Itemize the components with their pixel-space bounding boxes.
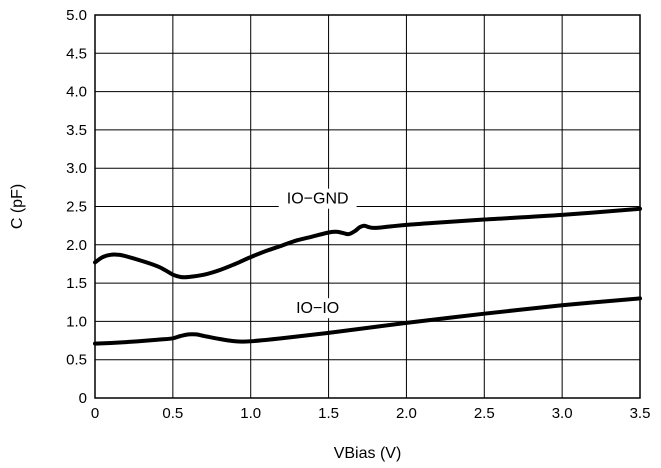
y-tick-label: 1.0 <box>66 313 87 330</box>
x-tick-label: 0.5 <box>162 405 183 422</box>
y-tick-label: 4.0 <box>66 84 87 101</box>
tick-labels: 0 0.5 1.0 1.5 2.0 2.5 3.0 3.5 0 0.5 1.0 1.5 2.0 2.5 3.… <box>66 7 650 422</box>
y-tick-label: 2.5 <box>66 199 87 216</box>
x-axis-title: VBias (V) <box>334 445 402 462</box>
series-lines <box>93 206 642 346</box>
x-tick-label: 2.5 <box>474 405 495 422</box>
series-label-backing <box>278 298 357 319</box>
y-tick-label: 3.5 <box>66 122 87 139</box>
x-tick-label: 2.0 <box>396 405 417 422</box>
series-label-backing <box>278 188 357 209</box>
plot-frame <box>94 14 641 399</box>
y-tick-label: 3.0 <box>66 160 87 177</box>
series-label: IO−GND <box>287 191 349 208</box>
x-tick-label: 3.0 <box>552 405 573 422</box>
x-tick-label: 1.5 <box>318 405 339 422</box>
series-labels: IO−GND IO−IO <box>278 188 357 319</box>
y-tick-label: 0 <box>79 390 87 407</box>
x-tick-label: 0 <box>91 405 99 422</box>
y-tick-label: 0.5 <box>66 352 87 369</box>
x-tick-label: 3.5 <box>630 405 651 422</box>
x-tick-label: 1.0 <box>240 405 261 422</box>
y-axis-title: C (pF) <box>9 184 26 229</box>
series-line-io-io <box>93 296 642 346</box>
y-tick-label: 4.5 <box>66 45 87 62</box>
y-tick-label: 1.5 <box>66 275 87 292</box>
series-label: IO−IO <box>296 300 339 317</box>
series-line-io-gnd <box>93 206 642 280</box>
y-tick-label: 5.0 <box>66 7 87 24</box>
grid <box>94 14 641 399</box>
y-tick-label: 2.0 <box>66 237 87 254</box>
